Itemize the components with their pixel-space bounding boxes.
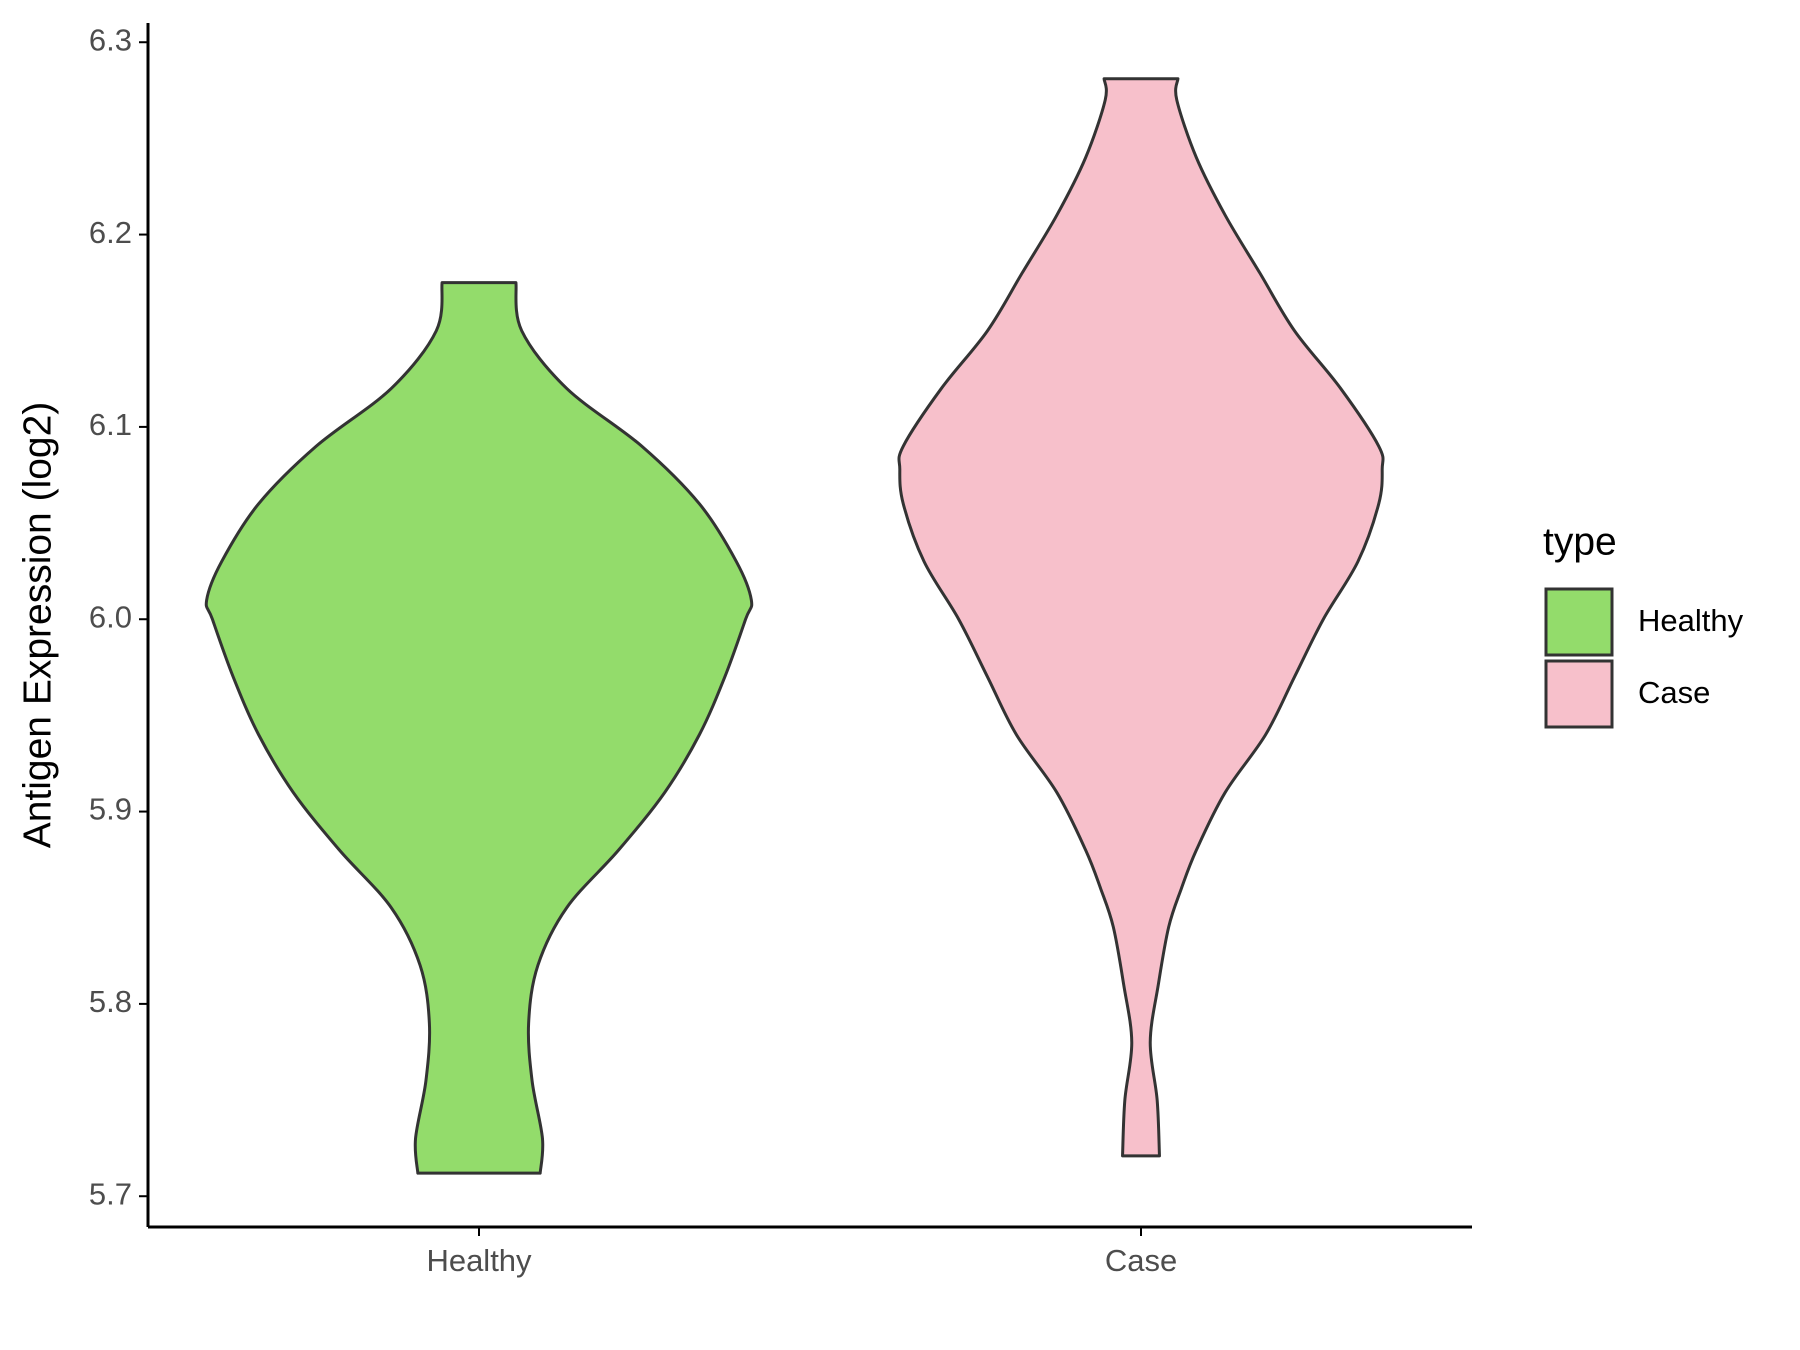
legend-label: Case	[1638, 675, 1710, 710]
legend-title: type	[1543, 520, 1617, 563]
y-tick-label: 6.3	[89, 22, 132, 57]
y-tick-label: 6.1	[89, 407, 132, 442]
violin	[204, 281, 754, 1175]
legend-label: Healthy	[1638, 603, 1744, 638]
y-axis-title: Antigen Expression (log2)	[16, 402, 59, 849]
x-tick-label: Healthy	[426, 1243, 532, 1278]
y-tick-label: 5.9	[89, 792, 132, 827]
violin	[897, 77, 1385, 1158]
y-tick-label: 5.7	[89, 1176, 132, 1211]
legend-key	[1544, 659, 1614, 729]
x-tick-label: Case	[1105, 1243, 1177, 1278]
y-tick-label: 6.2	[89, 215, 132, 250]
y-tick-label: 5.8	[89, 984, 132, 1019]
y-tick-label: 6.0	[89, 599, 132, 634]
legend-key	[1544, 587, 1614, 657]
